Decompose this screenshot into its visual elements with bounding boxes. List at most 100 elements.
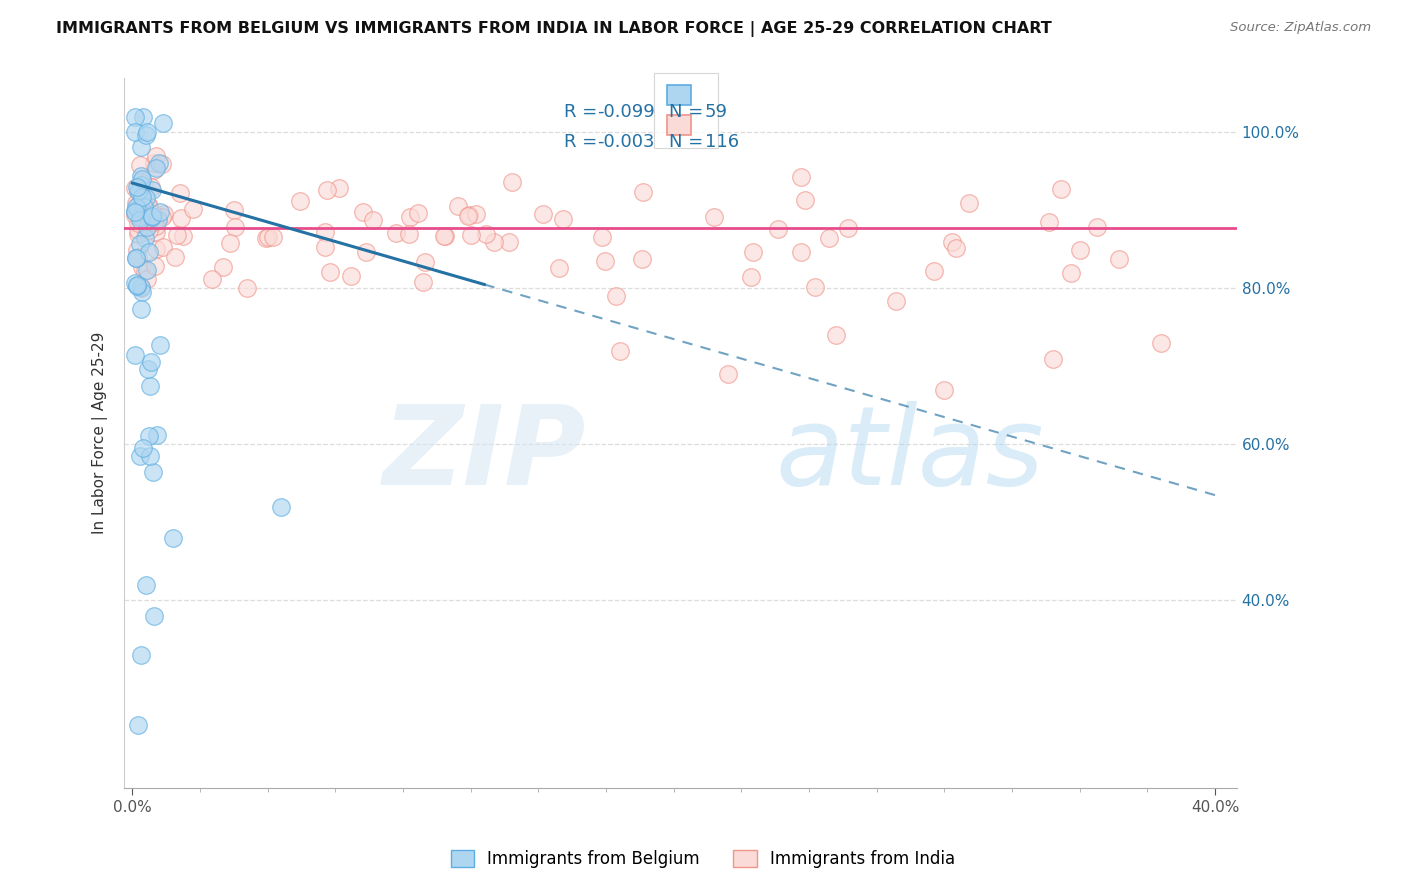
Point: [934, 383, 956, 397]
Point: [794, 194, 817, 208]
Point: [945, 241, 967, 255]
Point: [501, 175, 523, 189]
Point: [315, 183, 337, 197]
Point: [129, 237, 152, 252]
Point: [352, 205, 374, 219]
Point: [319, 265, 342, 279]
Point: [145, 225, 167, 239]
Point: [124, 348, 146, 362]
Point: [200, 272, 222, 286]
Point: [145, 149, 167, 163]
Point: [150, 157, 173, 171]
Point: [766, 221, 789, 235]
Legend: Immigrants from Belgium, Immigrants from India: Immigrants from Belgium, Immigrants from…: [443, 842, 963, 877]
Point: [129, 450, 152, 464]
Point: [434, 229, 457, 244]
Point: [139, 355, 162, 369]
Point: [136, 220, 159, 235]
Point: [219, 236, 242, 251]
Text: N =: N =: [669, 133, 710, 151]
Point: [314, 225, 336, 239]
Point: [398, 227, 420, 241]
Point: [740, 269, 762, 284]
Text: 116: 116: [704, 133, 740, 151]
Point: [131, 172, 153, 186]
Point: [152, 240, 174, 254]
Point: [406, 206, 429, 220]
Point: [415, 254, 437, 268]
Point: [474, 227, 496, 241]
Point: [547, 261, 569, 276]
Point: [129, 213, 152, 227]
Point: [125, 278, 148, 293]
Point: [127, 180, 149, 194]
Point: [959, 195, 981, 210]
Point: [170, 211, 193, 226]
Point: [630, 252, 652, 266]
Text: IMMIGRANTS FROM BELGIUM VS IMMIGRANTS FROM INDIA IN LABOR FORCE | AGE 25-29 CORR: IMMIGRANTS FROM BELGIUM VS IMMIGRANTS FR…: [56, 21, 1052, 37]
Point: [254, 230, 277, 244]
Point: [224, 219, 246, 234]
Point: [125, 251, 148, 265]
Point: [145, 242, 167, 256]
Point: [163, 250, 186, 264]
Point: [135, 271, 157, 285]
Point: [124, 209, 146, 223]
Point: [129, 169, 152, 183]
Point: [127, 184, 149, 198]
Point: [363, 212, 385, 227]
Point: [837, 221, 859, 235]
Y-axis label: In Labor Force | Age 25-29: In Labor Force | Age 25-29: [93, 332, 108, 534]
Point: [127, 250, 149, 264]
Point: [1038, 215, 1060, 229]
Point: [129, 206, 152, 220]
Text: R =: R =: [564, 133, 603, 151]
Point: [129, 139, 152, 153]
Point: [129, 280, 152, 294]
Point: [125, 196, 148, 211]
Point: [128, 158, 150, 172]
Point: [129, 210, 152, 224]
Point: [127, 198, 149, 212]
Point: [884, 294, 907, 309]
Point: [1150, 336, 1173, 351]
Point: [593, 254, 616, 268]
Point: [142, 215, 165, 229]
Point: [146, 428, 169, 442]
Point: [553, 211, 575, 226]
Point: [132, 441, 155, 455]
Point: [138, 212, 160, 227]
Point: [222, 202, 245, 217]
Point: [236, 281, 259, 295]
Point: [135, 128, 157, 143]
Point: [458, 208, 481, 222]
Point: [270, 500, 292, 514]
Point: [134, 225, 156, 239]
Point: [464, 207, 486, 221]
Point: [138, 244, 160, 259]
Point: [141, 180, 163, 194]
Point: [314, 240, 336, 254]
Point: [717, 368, 740, 382]
Point: [162, 531, 184, 545]
Point: [141, 209, 163, 223]
Point: [131, 260, 153, 274]
Point: [290, 194, 312, 209]
Text: -0.003: -0.003: [598, 133, 655, 151]
Point: [127, 223, 149, 237]
Point: [399, 210, 422, 224]
Point: [128, 185, 150, 199]
Point: [148, 156, 170, 170]
Point: [127, 243, 149, 257]
Point: [127, 202, 149, 216]
Point: [124, 110, 146, 124]
Point: [412, 276, 434, 290]
Point: [1108, 252, 1130, 266]
Point: [124, 181, 146, 195]
Point: [127, 718, 149, 732]
Point: [127, 227, 149, 241]
Point: [146, 211, 169, 225]
Point: [150, 210, 173, 224]
Point: [145, 219, 167, 233]
Point: [139, 449, 162, 463]
